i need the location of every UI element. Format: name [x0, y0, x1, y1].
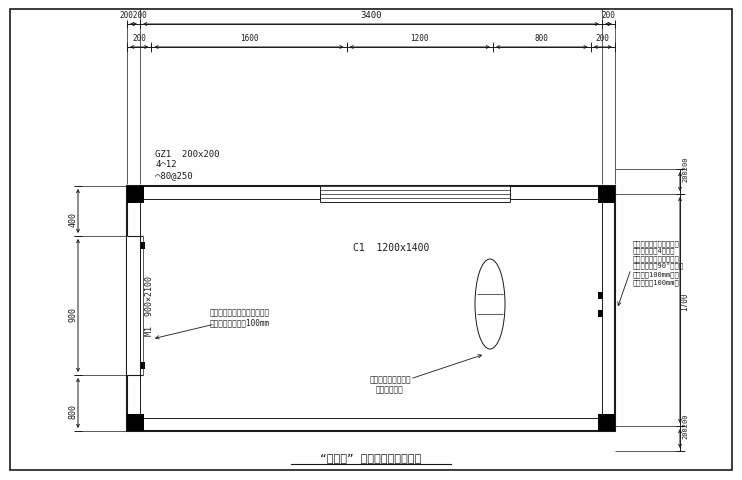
Text: 400: 400: [68, 212, 77, 227]
Text: 1200: 1200: [410, 34, 429, 43]
Bar: [598, 414, 615, 431]
Text: 800: 800: [535, 34, 549, 43]
Bar: [320, 187, 510, 203]
Bar: [127, 237, 140, 375]
Text: 3400: 3400: [361, 11, 381, 20]
Text: C1  1200x1400: C1 1200x1400: [352, 242, 429, 252]
Text: 200: 200: [596, 34, 610, 43]
Bar: [140, 362, 145, 369]
Bar: [127, 187, 144, 204]
Bar: [127, 414, 144, 431]
Text: GZ1  200x200
4⌒12
⌒80@250: GZ1 200x200 4⌒12 ⌒80@250: [155, 150, 220, 180]
Text: 900: 900: [68, 306, 77, 321]
Text: 200200: 200200: [119, 11, 148, 20]
Text: 1700: 1700: [680, 292, 689, 311]
Text: 200: 200: [132, 34, 146, 43]
Text: M1  900×2100: M1 900×2100: [145, 276, 154, 336]
Bar: [140, 242, 145, 250]
Text: 此处墙面（幻满水）
混凝工艺展示: 此处墙面（幻满水） 混凝工艺展示: [370, 374, 411, 394]
Text: 此处预留开关盒及线管，墙体
内线管管径不大于100mm: 此处预留开关盒及线管，墙体 内线管管径不大于100mm: [210, 307, 270, 327]
Text: 200200: 200200: [682, 413, 688, 439]
Bar: [127, 187, 615, 431]
Bar: [598, 187, 615, 204]
Text: “砖包管” 和免抖灰展示平面图: “砖包管” 和免抖灰展示平面图: [321, 452, 421, 462]
Bar: [140, 200, 602, 418]
Bar: [598, 292, 603, 300]
Text: 800: 800: [68, 403, 77, 418]
Bar: [598, 311, 603, 317]
Text: 1600: 1600: [240, 34, 258, 43]
Text: 200200: 200200: [682, 156, 688, 182]
Text: 200: 200: [602, 11, 615, 20]
Text: 此处预留开关盒及线管，
数量不得少于4个，在
合适时机制定下挂所有线
管（线管假设90°与地面
平行挖出100mm），
顶部挖出与100mm。: 此处预留开关盒及线管， 数量不得少于4个，在 合适时机制定下挂所有线 管（线管假…: [633, 240, 684, 285]
